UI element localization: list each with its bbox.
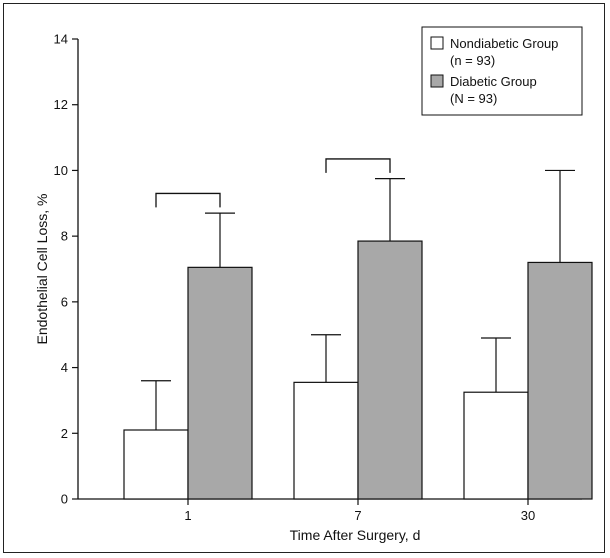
y-ticks: 0 2 4 6 8 10 12 14 bbox=[54, 32, 78, 507]
bar-diabetic bbox=[527, 261, 593, 500]
legend-box bbox=[421, 26, 583, 116]
y-tick-label: 6 bbox=[61, 294, 68, 309]
x-tick-label: 7 bbox=[354, 508, 361, 523]
bar-nondiabetic bbox=[463, 391, 529, 500]
x-tick-label: 1 bbox=[184, 508, 191, 523]
y-tick-label: 12 bbox=[54, 97, 68, 112]
y-axis-label: Endothelial Cell Loss, % bbox=[34, 194, 50, 345]
legend: Nondiabetic Group (n = 93) Diabetic Grou… bbox=[421, 26, 583, 116]
y-tick-label: 10 bbox=[54, 163, 68, 178]
bar-diabetic bbox=[357, 240, 423, 500]
significance-bracket bbox=[155, 192, 221, 208]
x-axis-label: Time After Surgery, d bbox=[290, 527, 421, 543]
y-tick-label: 8 bbox=[61, 229, 68, 244]
x-tick-label: 30 bbox=[521, 508, 535, 523]
y-tick-label: 0 bbox=[61, 492, 68, 507]
bar-nondiabetic bbox=[293, 381, 359, 500]
legend-swatch-diabetic bbox=[430, 74, 444, 88]
y-tick-label: 14 bbox=[54, 32, 68, 47]
y-tick-label: 2 bbox=[61, 426, 68, 441]
bar-nondiabetic bbox=[123, 429, 189, 500]
significance-brackets bbox=[155, 158, 391, 208]
y-tick-label: 4 bbox=[61, 360, 68, 375]
legend-label-nondiabetic: Nondiabetic Group bbox=[450, 36, 558, 51]
bar-diabetic bbox=[187, 266, 253, 500]
bars bbox=[123, 240, 593, 500]
legend-sublabel-nondiabetic: (n = 93) bbox=[450, 53, 495, 68]
legend-sublabel-diabetic: (N = 93) bbox=[450, 91, 497, 106]
legend-label-diabetic: Diabetic Group bbox=[450, 74, 537, 89]
x-ticks: 1 7 30 bbox=[184, 499, 535, 523]
significance-bracket bbox=[325, 158, 391, 173]
error-bars bbox=[141, 169, 575, 430]
legend-swatch-nondiabetic bbox=[430, 36, 444, 50]
